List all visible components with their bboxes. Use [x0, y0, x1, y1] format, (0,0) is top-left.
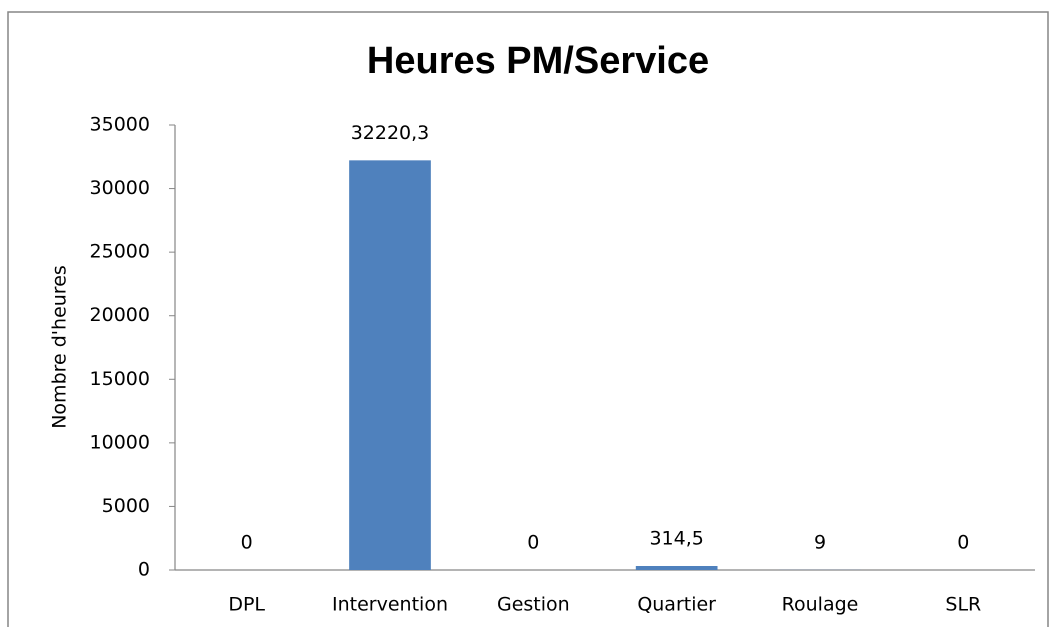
x-tick-label: DPL: [228, 594, 265, 616]
y-tick-label: 15000: [90, 368, 150, 390]
x-tick-label: Intervention: [332, 594, 448, 616]
data-label: 0: [957, 532, 969, 554]
bar: [635, 566, 718, 570]
data-label: 9: [814, 531, 826, 553]
data-label: 0: [241, 532, 253, 554]
y-tick-label: 5000: [102, 495, 150, 517]
y-tick-label: 35000: [90, 114, 150, 136]
chart-frame: [7, 11, 1049, 627]
y-tick-label: 30000: [90, 177, 150, 199]
y-tick-label: 0: [138, 559, 150, 581]
x-tick-label: SLR: [945, 594, 981, 616]
chart-title: Heures PM/Service: [367, 40, 709, 82]
y-tick-label: 25000: [90, 241, 150, 263]
y-axis-label: Nombre d'heures: [49, 265, 71, 429]
bar: [349, 160, 431, 570]
x-tick-label: Gestion: [497, 594, 570, 616]
y-tick-label: 10000: [90, 431, 150, 453]
data-label: 0: [527, 532, 539, 554]
data-label: 32220,3: [351, 122, 430, 144]
x-tick-label: Quartier: [637, 594, 716, 616]
data-label: 314,5: [649, 528, 703, 550]
y-tick-label: 20000: [90, 304, 150, 326]
x-tick-label: Roulage: [782, 594, 859, 616]
